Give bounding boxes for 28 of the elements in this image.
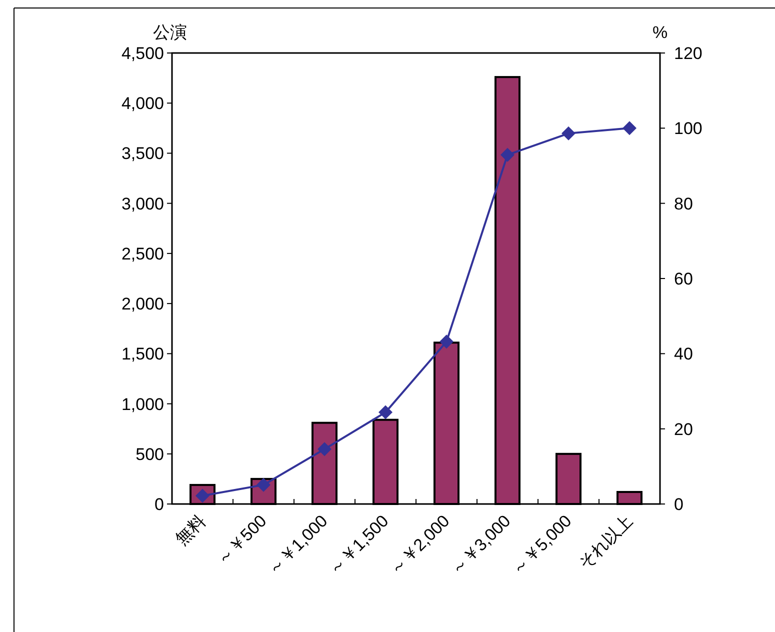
y2-tick-label: 120	[674, 44, 702, 63]
y-axis-title: 公演	[153, 23, 187, 42]
y2-tick-label: 40	[674, 344, 693, 364]
y-tick-label: 1,500	[121, 344, 164, 364]
y2-tick-label: 80	[674, 194, 693, 214]
point	[440, 334, 454, 349]
y-tick-label: 0	[154, 495, 164, 514]
x-tick-label: 無料	[172, 511, 210, 549]
y-tick-label: 2,500	[121, 244, 164, 264]
y-tick-label: 4,500	[121, 44, 164, 63]
y-tick-label: 3,000	[121, 194, 164, 214]
y-tick-label: 3,500	[121, 144, 164, 164]
point	[500, 148, 514, 162]
x-tick-label: それ以上	[574, 511, 636, 573]
x-tick-label: ～￥500	[212, 511, 270, 569]
y2-tick-label: 60	[674, 270, 693, 288]
y2-tick-label: 100	[674, 119, 702, 138]
point	[318, 442, 332, 456]
y2-tick-label: 20	[674, 420, 693, 439]
y-tick-label: 1,000	[121, 394, 164, 414]
y2-axis-title: %	[652, 23, 668, 42]
y-tick-label: 2,000	[121, 294, 164, 314]
point	[378, 405, 392, 420]
y-tick-label: 4,000	[121, 94, 164, 114]
point	[562, 126, 576, 140]
y-tick-label: 500	[136, 444, 164, 464]
y2-tick-label: 0	[674, 495, 684, 514]
point	[622, 121, 636, 136]
